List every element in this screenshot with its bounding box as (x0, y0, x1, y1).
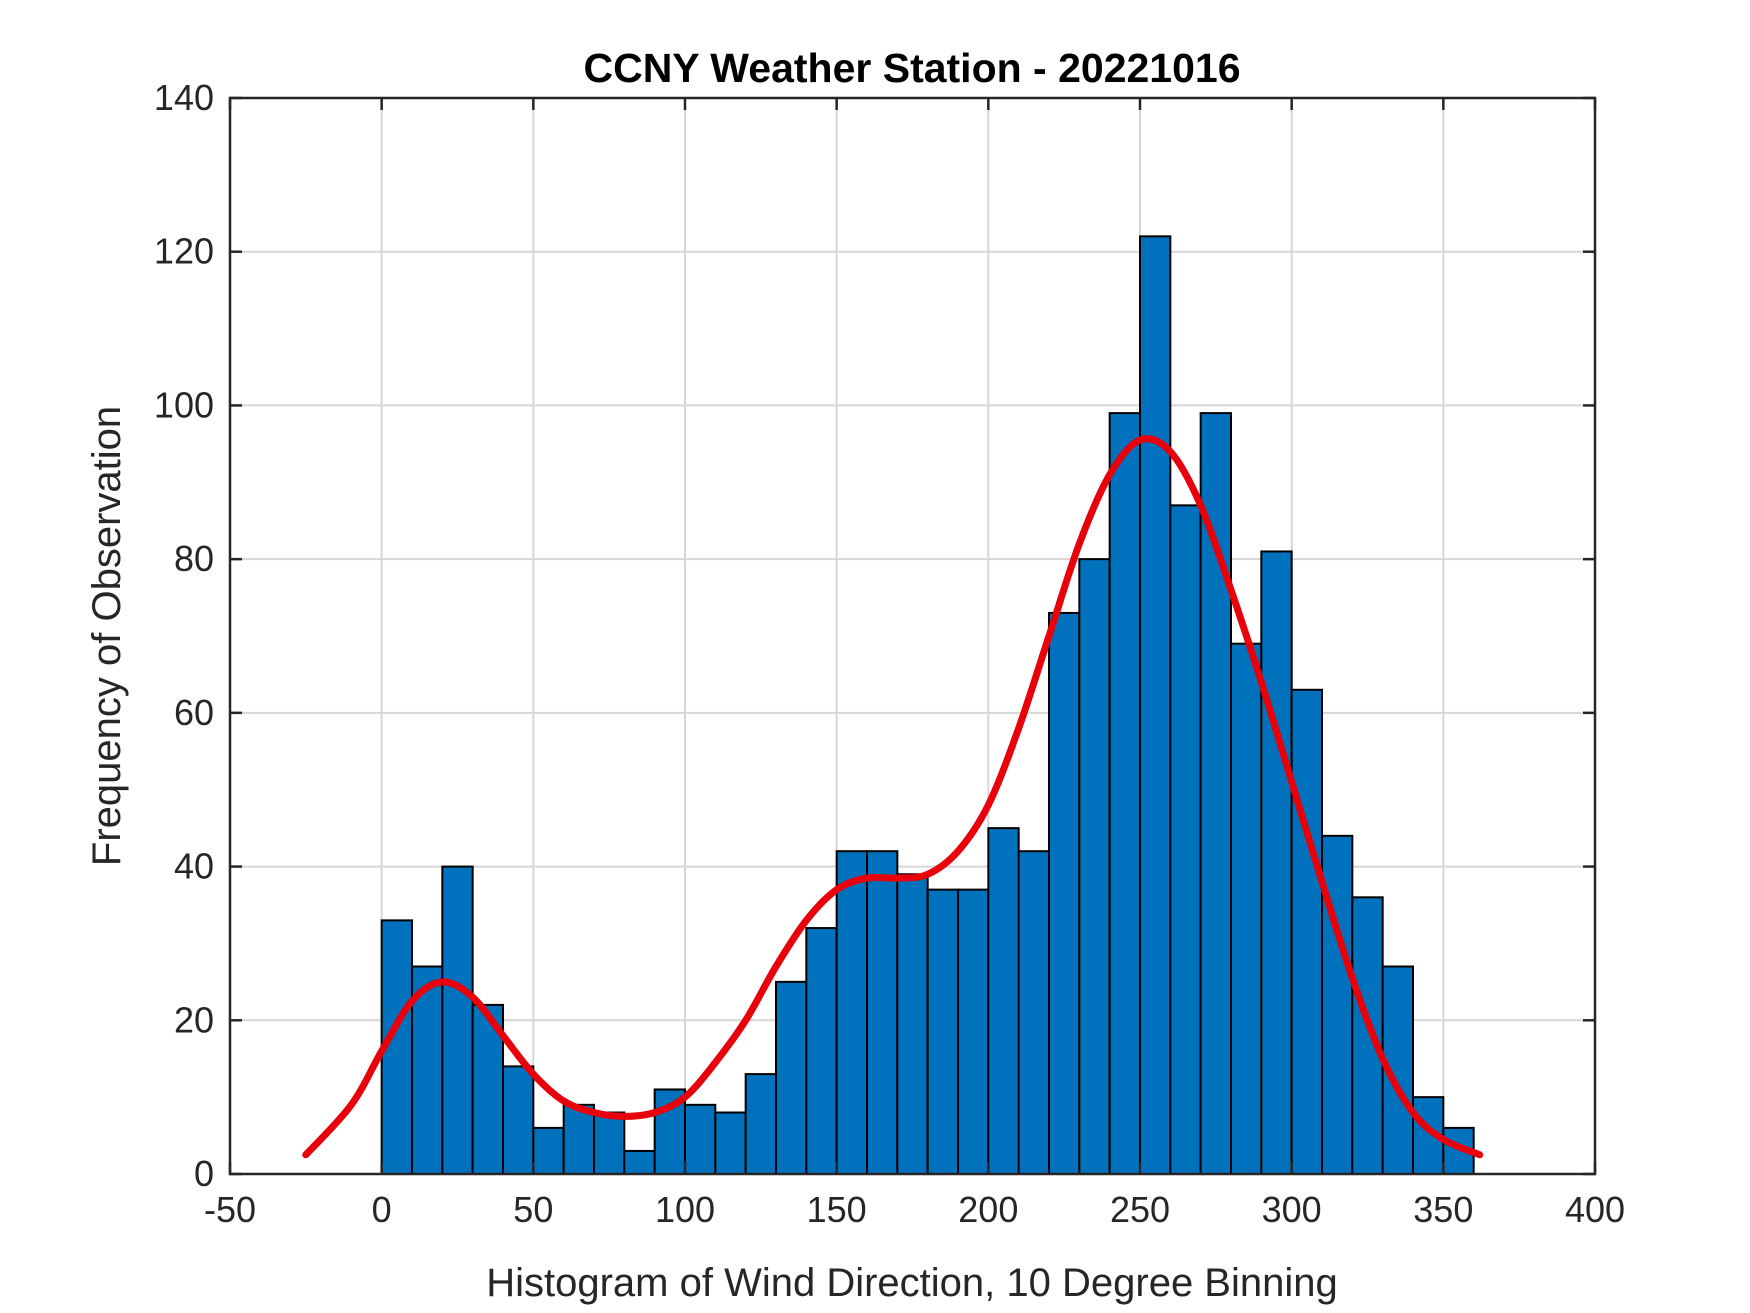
y-tick-label: 0 (194, 1153, 214, 1194)
x-tick-label: 350 (1413, 1189, 1473, 1230)
histogram-bar (502, 1065, 535, 1176)
histogram-bar (1230, 642, 1263, 1175)
histogram-bar (775, 980, 808, 1175)
histogram-bar (1351, 896, 1384, 1175)
histogram-bar (623, 1149, 656, 1176)
histogram-bar (411, 965, 444, 1175)
histogram-bar (1321, 834, 1354, 1175)
histogram-bar (805, 927, 838, 1175)
x-tick-label: 100 (655, 1189, 715, 1230)
y-tick-label: 140 (154, 77, 214, 118)
x-axis-label: Histogram of Wind Direction, 10 Degree B… (486, 1261, 1338, 1305)
axes (228, 96, 1597, 1176)
histogram-bar (1169, 504, 1202, 1176)
histogram-bar (1139, 235, 1172, 1176)
histogram-bar (1048, 611, 1081, 1175)
histogram-bar (896, 873, 929, 1175)
y-tick-label: 20 (174, 999, 214, 1040)
x-tick-label: 300 (1262, 1189, 1322, 1230)
y-tick-label: 60 (174, 692, 214, 733)
histogram-bar (1260, 550, 1293, 1175)
histogram-bar (562, 1103, 596, 1176)
chart-title: CCNY Weather Station - 20221016 (583, 45, 1240, 91)
histogram-bar (714, 1111, 747, 1175)
y-tick-label: 120 (154, 231, 214, 272)
histogram-bar (744, 1073, 778, 1175)
histogram-bar (532, 1126, 565, 1176)
histogram-bar (1108, 412, 1141, 1176)
histogram-bar (1017, 850, 1051, 1175)
histogram-bar (593, 1111, 626, 1175)
x-tick-label: 0 (372, 1189, 392, 1230)
histogram-bar (987, 827, 1020, 1176)
histogram-bar (1199, 412, 1232, 1176)
y-tick-label: 100 (154, 384, 214, 425)
histogram-bar (1381, 965, 1414, 1175)
histogram-bar (1078, 558, 1111, 1175)
x-tick-label: -50 (204, 1189, 256, 1230)
x-tick-label: 400 (1565, 1189, 1625, 1230)
histogram-bar (957, 888, 990, 1176)
histogram-bar (441, 865, 474, 1175)
x-tick-labels: -50 0 50 100 150 200 250 300 350 400 (204, 1189, 1625, 1230)
histogram-bar (1290, 688, 1323, 1175)
x-tick-label: 200 (958, 1189, 1018, 1230)
axes-box (228, 96, 1597, 1176)
y-tick-labels: 0 20 40 60 80 100 120 140 (154, 77, 214, 1194)
x-tick-label: 250 (1110, 1189, 1170, 1230)
x-tick-label: 150 (807, 1189, 867, 1230)
histogram-bar (684, 1103, 717, 1176)
y-tick-label: 80 (174, 538, 214, 579)
x-tick-label: 50 (513, 1189, 553, 1230)
histogram-bar (835, 850, 869, 1175)
histogram-bar (866, 850, 899, 1175)
y-axis-label: Frequency of Observation (85, 406, 129, 866)
fit-curve (302, 435, 1484, 1159)
y-tick-label: 40 (174, 846, 214, 887)
histogram-bar (926, 888, 960, 1176)
